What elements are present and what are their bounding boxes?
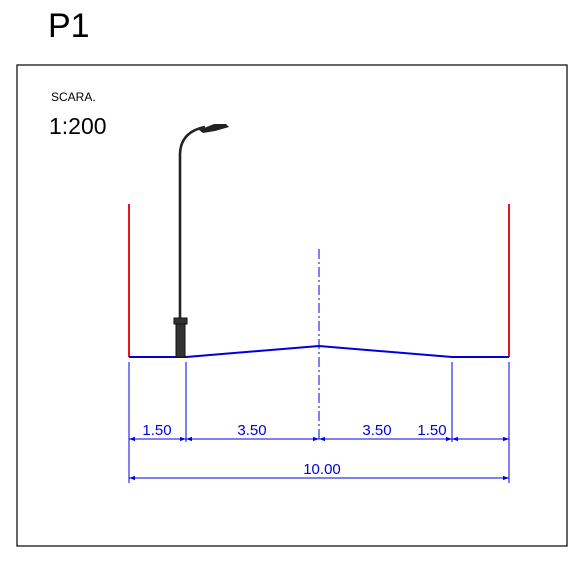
dimension-right-sidewalk: 1.50 <box>417 422 446 439</box>
dimension-left-sidewalk: 1.50 <box>142 422 171 439</box>
street-lamp-icon <box>173 124 229 358</box>
dimension-total: 10.00 <box>303 461 341 478</box>
sheet-title: P1 <box>48 7 90 45</box>
drawing-frame <box>16 64 568 547</box>
dimension-left-lane: 3.50 <box>237 422 266 439</box>
scale-value: 1:200 <box>49 113 107 139</box>
dimension-extension-lines <box>128 362 510 483</box>
scale-label: SCARA. <box>51 90 96 104</box>
dimension-right-lane: 3.50 <box>362 422 391 439</box>
